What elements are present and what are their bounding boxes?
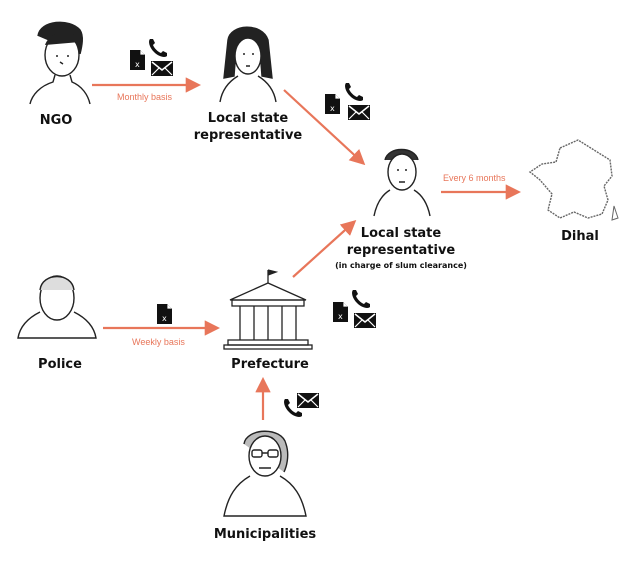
node-label-slum-rep: Local state representative [346, 226, 456, 258]
edge-label-monthly: Monthly basis [117, 92, 173, 102]
mail-icon [296, 392, 320, 409]
node-label-municipalities: Municipalities [213, 527, 317, 542]
phone-icon [345, 83, 363, 101]
phone-icon [149, 39, 167, 57]
arrow-local-rep-to-slum-rep [283, 89, 366, 166]
channel-icons-police-prefecture: x [156, 303, 173, 325]
mail-icon [150, 60, 174, 77]
phone-icon [352, 290, 370, 308]
channel-icons-rep-slumrep: x [324, 83, 371, 121]
prefecture-building-illustration [223, 269, 313, 350]
local-rep-person-illustration [219, 26, 277, 103]
node-label-ngo: NGO [39, 113, 73, 128]
svg-text:x: x [330, 104, 335, 113]
node-label-police: Police [38, 357, 82, 372]
node-label-dihal: Dihal [561, 229, 599, 244]
edge-label-six-months: Every 6 months [443, 173, 506, 183]
edge-label-weekly: Weekly basis [132, 337, 185, 347]
channel-icons-prefecture-slumrep: x [332, 290, 377, 329]
channel-icons-municipalities-prefecture [284, 392, 320, 417]
france-map-illustration [528, 139, 619, 221]
svg-text:x: x [162, 314, 167, 323]
police-person-illustration [17, 275, 97, 339]
svg-text:x: x [135, 60, 140, 69]
node-sublabel-slum-rep: (in charge of slum clearance) [335, 261, 467, 270]
mail-icon [353, 312, 377, 329]
mail-icon [347, 104, 371, 121]
arrow-prefecture-to-slum-rep [292, 219, 357, 278]
slum-rep-person-illustration [373, 148, 431, 217]
node-label-local-rep: Local state representative [193, 111, 303, 143]
ngo-person-illustration [29, 21, 91, 105]
svg-text:x: x [338, 312, 343, 321]
node-label-prefecture: Prefecture [231, 357, 309, 372]
municipalities-person-illustration [223, 430, 307, 517]
channel-icons-ngo-rep: x [129, 39, 174, 77]
